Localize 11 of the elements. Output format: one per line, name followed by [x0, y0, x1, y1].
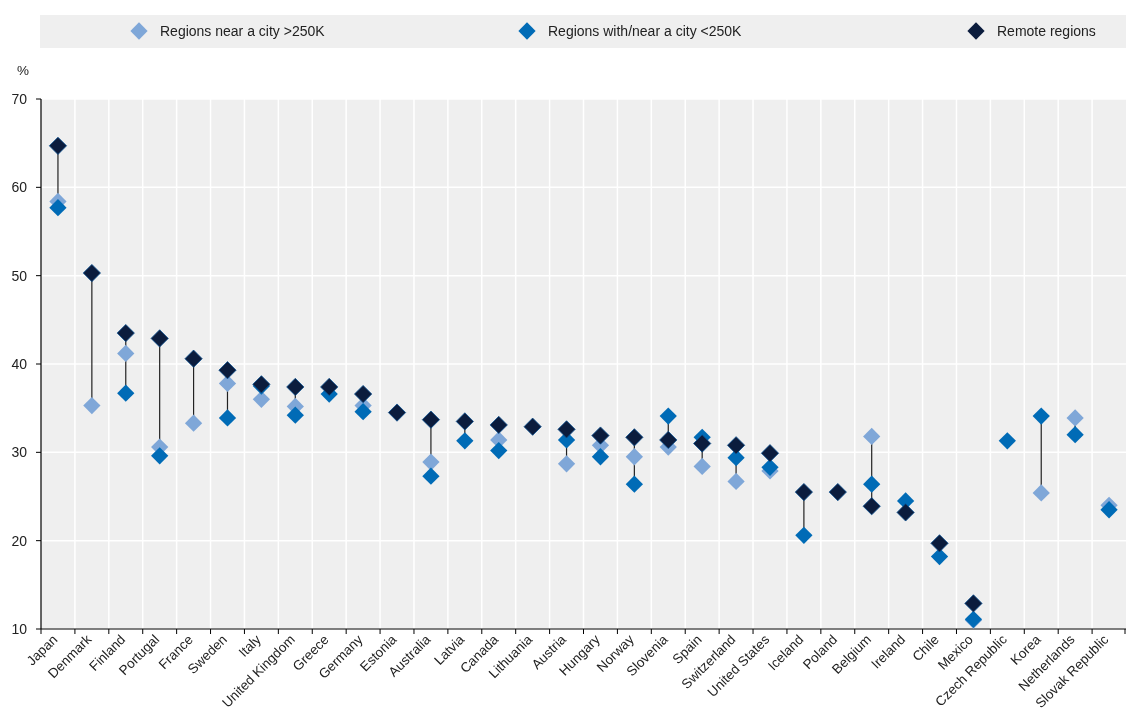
- y-tick-label: 60: [11, 179, 28, 196]
- y-tick-label: 20: [11, 532, 28, 549]
- y-axis-title: %: [17, 63, 30, 78]
- legend-label: Regions with/near a city <250K: [548, 22, 743, 39]
- y-tick-label: 50: [11, 267, 28, 284]
- y-tick-label: 40: [11, 355, 28, 372]
- legend-label: Remote regions: [997, 22, 1096, 39]
- legend-label: Regions near a city >250K: [160, 22, 326, 39]
- y-tick-label: 10: [11, 620, 28, 637]
- y-tick-label: 30: [11, 444, 28, 461]
- y-tick-label: 70: [11, 90, 28, 107]
